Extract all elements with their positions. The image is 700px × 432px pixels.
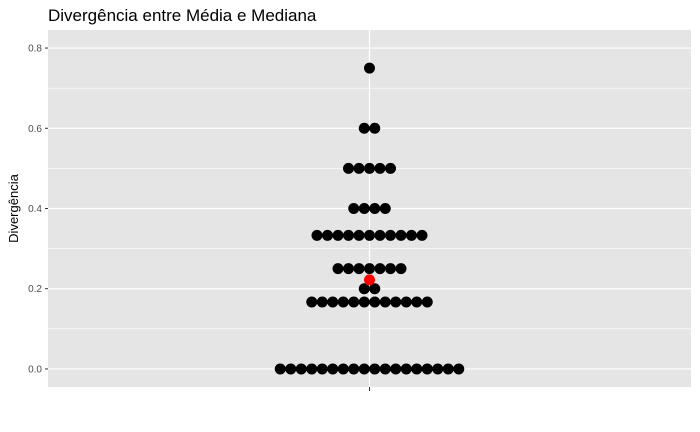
chart-title: Divergência entre Média e Mediana [48, 6, 317, 25]
data-point [332, 229, 344, 241]
data-point [327, 296, 339, 308]
data-point [379, 296, 391, 308]
data-point [400, 296, 412, 308]
y-tick-label: 0.0 [28, 364, 42, 375]
data-point [369, 363, 381, 375]
data-point [343, 263, 354, 275]
data-point [390, 363, 402, 375]
data-point [332, 263, 344, 275]
data-point [316, 296, 328, 308]
data-point [411, 363, 423, 375]
data-point [343, 229, 354, 241]
data-point [364, 162, 375, 174]
data-point [390, 296, 402, 308]
data-point [369, 203, 381, 214]
data-point [374, 229, 386, 241]
data-point [364, 263, 375, 275]
data-point [421, 296, 433, 308]
data-point [327, 363, 339, 375]
data-point [369, 296, 381, 308]
y-axis: 0.0 0.2 0.4 0.6 0.8 [28, 44, 48, 375]
data-point [353, 162, 365, 174]
data-point [311, 229, 323, 241]
data-point [364, 229, 375, 241]
data-point [353, 263, 365, 275]
data-point [421, 363, 433, 375]
data-point [416, 229, 428, 241]
highlight-point [364, 274, 375, 286]
data-point [348, 203, 360, 214]
data-point [442, 363, 454, 375]
data-point [385, 162, 396, 174]
data-point [295, 363, 307, 375]
y-axis-title: Divergência [6, 173, 21, 242]
highlight-points [364, 274, 375, 286]
y-tick-label: 0.2 [28, 284, 42, 295]
data-point [358, 363, 370, 375]
data-point [337, 363, 349, 375]
data-point [306, 296, 318, 308]
data-point [306, 363, 318, 375]
data-point [358, 283, 370, 295]
data-point [400, 363, 412, 375]
data-point [337, 296, 349, 308]
data-point [385, 229, 396, 241]
data-point [432, 363, 444, 375]
data-points [274, 62, 465, 375]
data-point [369, 283, 381, 295]
data-point [343, 162, 354, 174]
data-point [358, 296, 370, 308]
data-point [385, 263, 396, 275]
data-point [285, 363, 297, 375]
data-point [379, 203, 391, 214]
data-point [374, 263, 386, 275]
data-point [374, 162, 386, 174]
data-point [406, 229, 417, 241]
data-point [364, 62, 375, 74]
data-point [453, 363, 465, 375]
data-point [358, 122, 370, 134]
y-tick-label: 0.8 [28, 44, 42, 55]
data-point [395, 229, 407, 241]
y-tick-label: 0.4 [28, 204, 42, 215]
data-point [353, 229, 365, 241]
data-point [411, 296, 423, 308]
data-point [369, 122, 381, 134]
data-point [348, 296, 360, 308]
data-point [274, 363, 286, 375]
data-point [316, 363, 328, 375]
data-point [348, 363, 360, 375]
data-point [379, 363, 391, 375]
y-tick-label: 0.6 [28, 124, 42, 135]
data-point [358, 203, 370, 214]
data-point [322, 229, 333, 241]
data-point [395, 263, 407, 275]
